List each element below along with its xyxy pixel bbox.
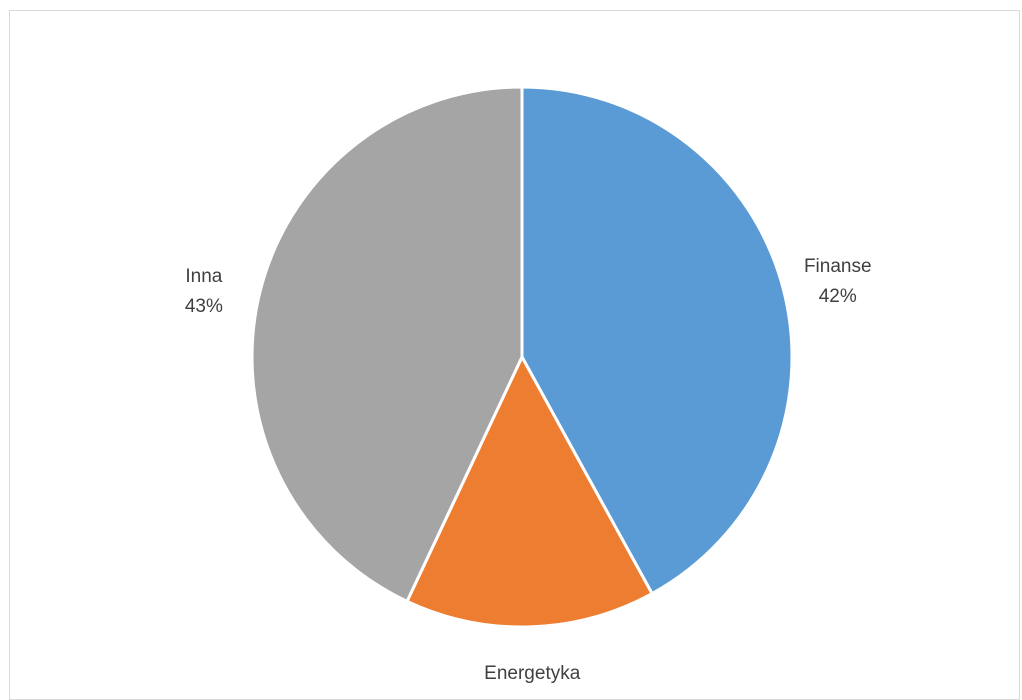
pie-labels: Finanse 42% Energetyka 15% Inna 43% bbox=[185, 256, 872, 695]
data-label-inna: Inna 43% bbox=[185, 266, 223, 317]
data-label-category: Inna bbox=[185, 266, 222, 287]
pie-slice-finanse bbox=[520, 85, 794, 596]
data-label-category: Finanse bbox=[804, 256, 872, 277]
data-label-energetyka: Energetyka 15% bbox=[484, 663, 581, 695]
pie-slice-energetyka bbox=[405, 355, 654, 629]
data-label-finanse: Finanse 42% bbox=[804, 256, 872, 307]
pie-slices bbox=[250, 85, 794, 629]
pie-slice-inna bbox=[250, 85, 524, 603]
data-label-percent: 42% bbox=[819, 286, 857, 307]
data-label-percent: 43% bbox=[185, 296, 223, 317]
data-label-category: Energetyka bbox=[484, 663, 581, 684]
data-label-percent: 15% bbox=[513, 693, 551, 695]
